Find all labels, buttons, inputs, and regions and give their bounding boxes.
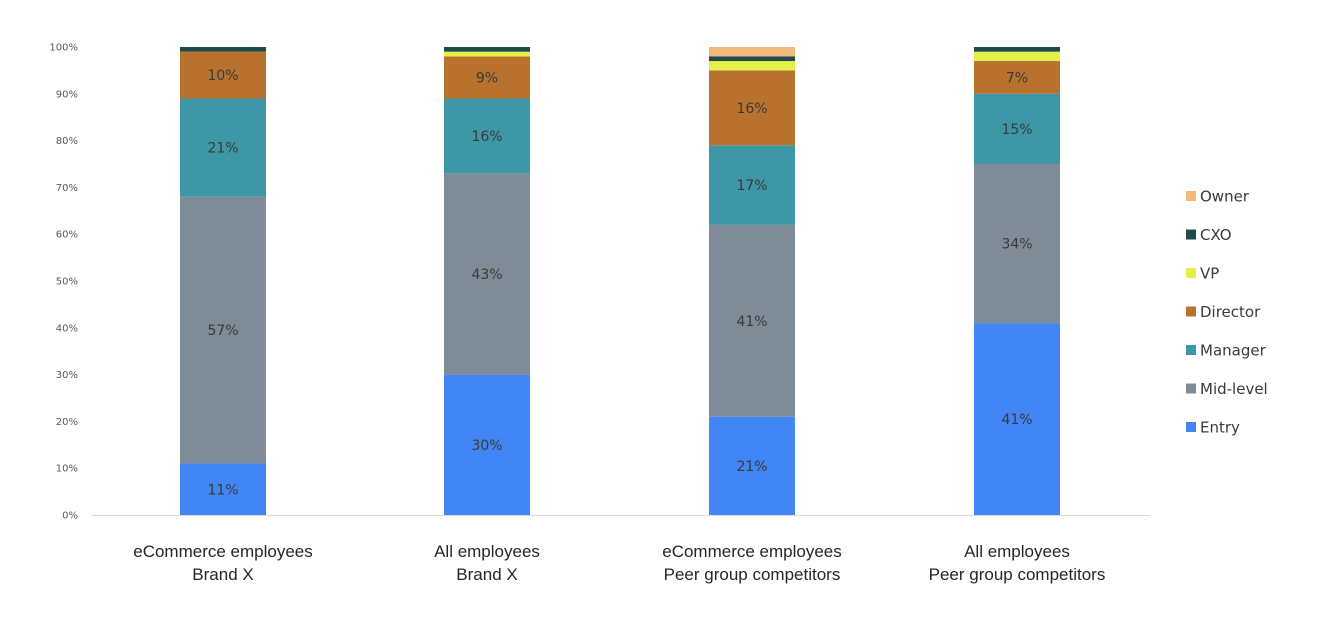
bar-segment-vp: [974, 51, 1060, 62]
data-label: 7%: [1006, 70, 1028, 86]
data-label: 41%: [736, 314, 767, 330]
legend-swatch: [1186, 268, 1196, 278]
bar-segment-entry: [974, 323, 1060, 515]
x-category-label: Peer group competitors: [664, 565, 841, 584]
bar-segment-director: [974, 61, 1060, 94]
data-label: 16%: [471, 129, 502, 145]
data-label: 15%: [1001, 122, 1032, 138]
data-label: 57%: [207, 323, 238, 339]
bar-segment-manager: [444, 98, 530, 174]
y-tick-label: 10%: [56, 464, 78, 475]
x-category-label: Brand X: [456, 565, 517, 584]
bar-segment-manager: [709, 145, 795, 225]
data-label: 41%: [1001, 412, 1032, 428]
bar-segment-mid-level: [180, 196, 266, 464]
bar-segment-entry: [444, 374, 530, 515]
legend-swatch: [1186, 191, 1196, 201]
bar-segment-owner: [709, 47, 795, 57]
y-tick-label: 30%: [56, 370, 78, 381]
data-label: 21%: [736, 459, 767, 475]
y-tick-label: 20%: [56, 417, 78, 428]
bar-segment-director: [444, 56, 530, 99]
legend-swatch: [1186, 306, 1196, 317]
legend-swatch: [1186, 422, 1196, 432]
bar-segment-manager: [974, 93, 1060, 164]
bar-segment-director: [180, 51, 266, 99]
x-category-label: eCommerce employees: [662, 542, 842, 561]
bar-segment-entry: [180, 463, 266, 515]
bar-segment-mid-level: [974, 164, 1060, 324]
data-label: 11%: [207, 482, 238, 498]
data-label: 16%: [736, 101, 767, 117]
bar-segment-cxo: [709, 56, 795, 62]
legend-label: Entry: [1200, 419, 1240, 437]
legend-swatch: [1186, 229, 1196, 240]
y-tick-label: 50%: [56, 277, 78, 288]
x-category-label: All employees: [964, 542, 1070, 561]
y-tick-label: 90%: [56, 89, 78, 100]
data-label: 30%: [471, 438, 502, 454]
bar-segment-director: [709, 70, 795, 146]
bar-segment-entry: [709, 416, 795, 515]
legend-label: Director: [1200, 303, 1261, 321]
data-label: 34%: [1001, 237, 1032, 253]
x-category-label: All employees: [434, 542, 540, 561]
legend-label: CXO: [1200, 226, 1232, 244]
bar-segment-cxo: [444, 47, 530, 52]
y-tick-label: 100%: [49, 43, 78, 54]
data-label: 10%: [207, 68, 238, 84]
x-category-label: Brand X: [192, 565, 253, 584]
data-label: 21%: [207, 141, 238, 157]
bar-segment-mid-level: [709, 224, 795, 417]
legend-label: Manager: [1200, 342, 1267, 360]
y-tick-label: 60%: [56, 230, 78, 241]
y-tick-label: 40%: [56, 323, 78, 334]
legend-swatch: [1186, 345, 1196, 355]
y-tick-label: 80%: [56, 136, 78, 147]
x-category-label: eCommerce employees: [133, 542, 313, 561]
bar-segment-vp: [444, 51, 530, 57]
bar-segment-manager: [180, 98, 266, 197]
bar-segment-cxo: [974, 47, 1060, 52]
legend-label: Mid-level: [1200, 380, 1268, 398]
legend-label: VP: [1200, 265, 1219, 283]
bar-segment-mid-level: [444, 173, 530, 375]
y-tick-label: 70%: [56, 183, 78, 194]
data-label: 9%: [476, 70, 498, 86]
x-category-label: Peer group competitors: [929, 565, 1106, 584]
data-label: 43%: [471, 267, 502, 283]
data-label: 17%: [736, 178, 767, 194]
bar-segment-cxo: [180, 47, 266, 52]
bar-segment-vp: [709, 61, 795, 71]
y-tick-label: 0%: [62, 511, 78, 522]
legend-swatch: [1186, 383, 1196, 394]
legend-label: Owner: [1200, 188, 1250, 206]
